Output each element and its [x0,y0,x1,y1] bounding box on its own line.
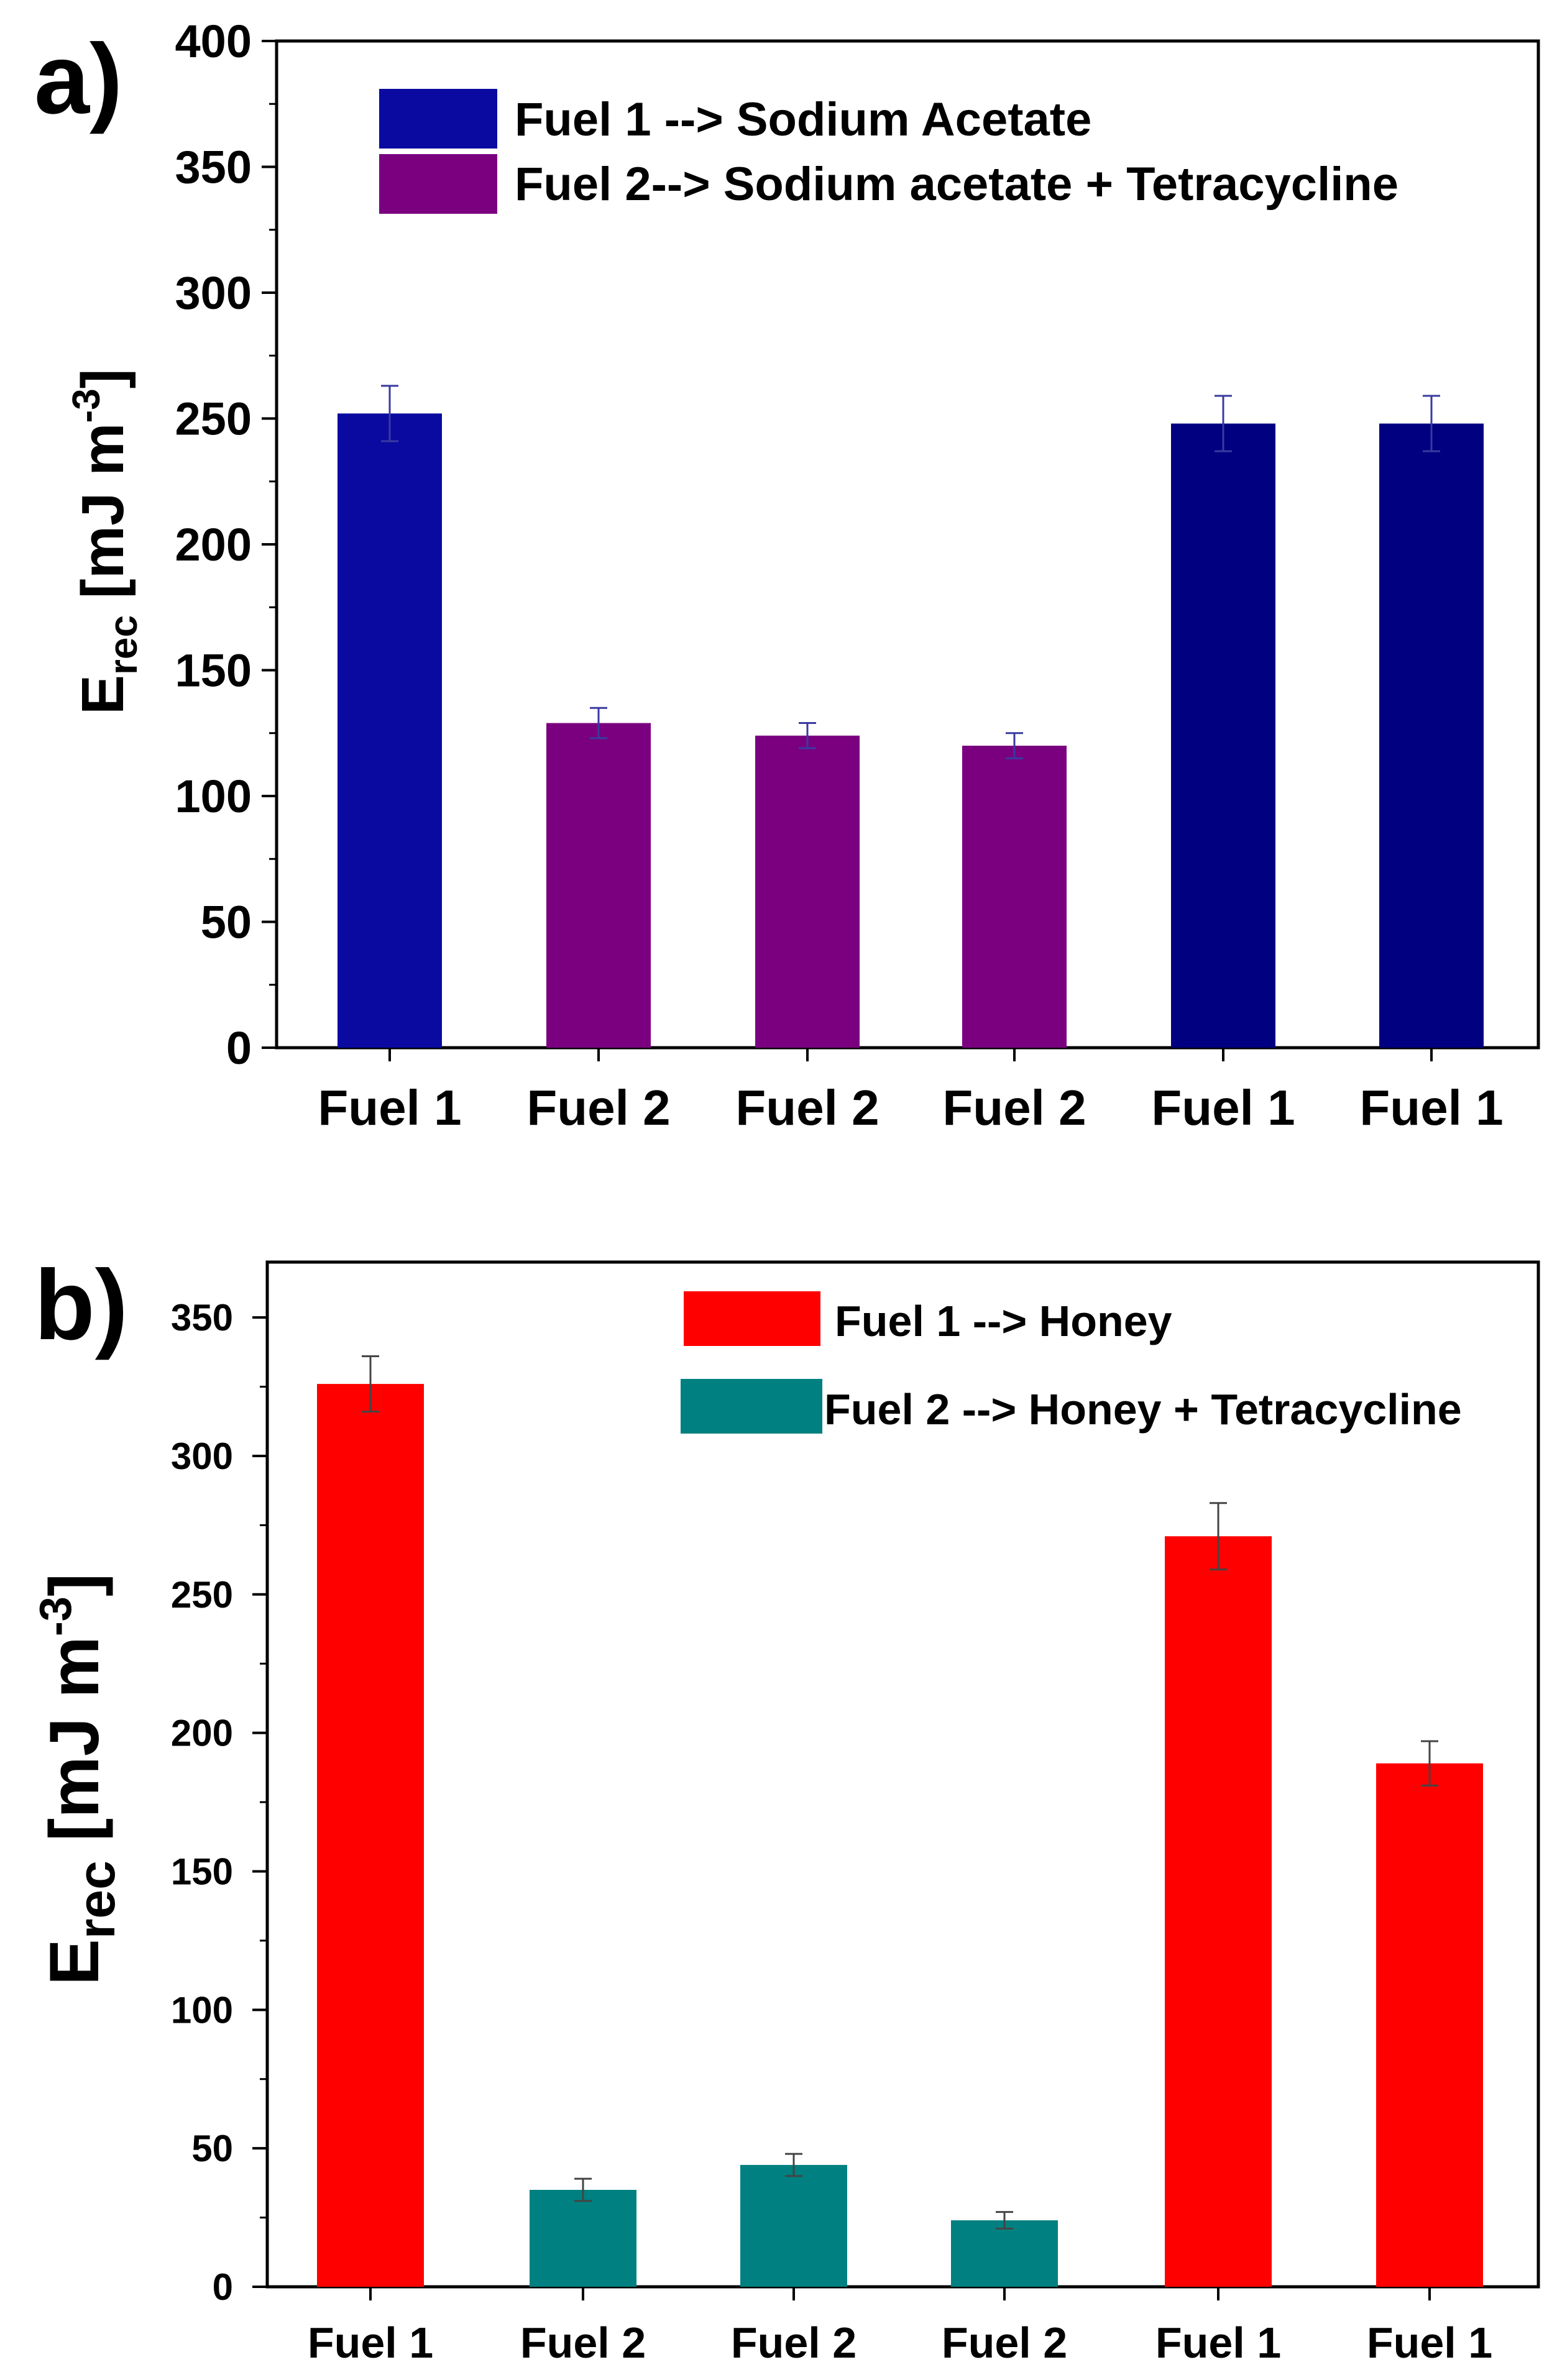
panel-a-y-tick-label: 50 [201,896,252,948]
panel-a-bar-5-fuel-1 [1171,423,1275,1048]
panel-a-y-tick-label: 250 [175,393,252,444]
panel-b-plot-frame [265,1260,1540,2289]
panel-a-x-tick-label-6: Fuel 1 [1359,1080,1503,1135]
panel-b-x-tick-label-6: Fuel 1 [1367,2318,1492,2367]
panel-b-y-tick-label: 100 [171,1989,233,2031]
panel-b-x-tick-label-1: Fuel 1 [308,2318,433,2367]
panel-a-bar-1-fuel-1 [338,413,442,1048]
panel-b-bar-5-fuel-1 [1165,1536,1272,2287]
panel-a-x-tick-label-2: Fuel 2 [526,1080,670,1135]
panel-a-legend-label-fuel-1: Fuel 1 --> Sodium Acetate [515,93,1091,146]
panel-b-bar-1-fuel-1 [317,1384,424,2287]
panel-a-y-tick-label: 150 [175,644,252,696]
panel-b-bar-4-fuel-2 [951,2220,1058,2287]
panel-b-y-tick-label: 50 [191,2128,233,2169]
panel-a-bars [338,385,1484,1048]
panel-a-x-tick-labels: Fuel 1 Fuel 2 Fuel 2 Fuel 2 Fuel 1 Fuel 1 [318,1048,1504,1135]
panel-a-y-tick-label: 350 [175,141,252,193]
panel-b-x-tick-label-5: Fuel 1 [1155,2318,1281,2367]
panel-a-bar-4-fuel-2 [962,746,1067,1048]
panel-b-x-tick-label-3: Fuel 2 [731,2318,857,2367]
panel-b-y-tick-label: 250 [171,1574,233,1616]
panel-b-x-tick-label-4: Fuel 2 [942,2318,1067,2367]
panel-a-y-tick-label: 200 [175,519,252,570]
panel-b-x-tick-label-2: Fuel 2 [520,2318,646,2367]
panel-b-y-tick-label: 200 [171,1713,233,1754]
panel-a-bar-3-fuel-2 [755,735,860,1048]
panel-b-legend-label-fuel-2: Fuel 2 --> Honey + Tetracycline [824,1385,1462,1434]
panel-b-y-axis: 0 50 100 150 200 250 300 350 [171,1297,267,2308]
panel-b-y-tick-label: 350 [171,1297,233,1339]
panel-a-y-tick-label: 0 [226,1022,252,1074]
panel-b-y-tick-label: 0 [213,2266,233,2308]
panel-a-legend: Fuel 1 --> Sodium Acetate Fuel 2--> Sodi… [379,89,1399,214]
panel-b-y-axis-label: Erec [mJ m-3] [31,1573,126,1985]
panel-a-legend-swatch-fuel-2 [379,154,497,214]
panel-a-y-axis: 0 50 100 150 200 250 300 350 400 [175,16,277,1074]
panel-a-bar-2-fuel-2 [546,723,651,1048]
panel-a-x-tick-label-5: Fuel 1 [1151,1080,1295,1135]
panel-a-label: a) [34,23,122,134]
panel-b-label: b) [34,1249,128,1360]
panel-a-x-tick-label-3: Fuel 2 [735,1080,879,1135]
panel-a-x-tick-label-4: Fuel 2 [942,1080,1086,1135]
panel-b-y-tick-label: 300 [171,1435,233,1477]
panel-b-bar-2-fuel-2 [530,2190,636,2287]
panel-a-y-axis-label: Erec [mJ m-3] [65,368,145,715]
panel-a-legend-label-fuel-2: Fuel 2--> Sodium acetate + Tetracycline [515,158,1399,211]
panel-a-legend-swatch-fuel-1 [379,89,497,149]
panel-b-legend: Fuel 1 --> Honey Fuel 2 --> Honey + Tetr… [681,1291,1462,1434]
panel-a-y-tick-label: 100 [175,771,252,822]
panel-a-y-tick-label: 400 [175,16,252,67]
panel-a-x-tick-label-1: Fuel 1 [318,1080,461,1135]
panel-b-legend-swatch-fuel-1 [684,1291,820,1346]
panel-b-x-tick-labels: Fuel 1 Fuel 2 Fuel 2 Fuel 2 Fuel 1 Fuel 1 [308,2287,1492,2367]
panel-a-y-tick-label: 300 [175,267,252,319]
panel-b-legend-swatch-fuel-2 [681,1379,822,1434]
panel-b-y-tick-label: 150 [171,1851,233,1892]
panel-b-bars [317,1355,1483,2287]
panel-b-bar-3-fuel-2 [740,2164,847,2287]
panel-a-bar-6-fuel-1 [1379,423,1484,1048]
panel-b-bar-6-fuel-1 [1376,1763,1483,2287]
panel-a: a) 0 50 100 150 200 250 300 350 400 Fuel 1 Fuel 2… [34,16,1540,1135]
panel-b-legend-label-fuel-1: Fuel 1 --> Honey [835,1297,1172,1345]
